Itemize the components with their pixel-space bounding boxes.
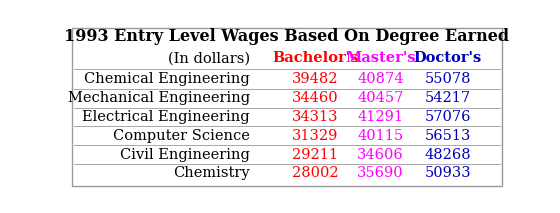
Text: Chemical Engineering: Chemical Engineering bbox=[85, 72, 250, 86]
Text: Computer Science: Computer Science bbox=[113, 129, 250, 143]
Text: 55078: 55078 bbox=[424, 72, 471, 86]
Text: Electrical Engineering: Electrical Engineering bbox=[82, 110, 250, 124]
Text: 40115: 40115 bbox=[357, 129, 403, 143]
Text: 54217: 54217 bbox=[424, 91, 470, 105]
Text: 56513: 56513 bbox=[424, 129, 471, 143]
Text: Master's: Master's bbox=[345, 51, 416, 65]
Text: Bachelor's: Bachelor's bbox=[272, 51, 358, 65]
Text: 39482: 39482 bbox=[292, 72, 338, 86]
Text: Civil Engineering: Civil Engineering bbox=[120, 148, 250, 162]
Text: Doctor's: Doctor's bbox=[413, 51, 482, 65]
Text: 48268: 48268 bbox=[424, 148, 471, 162]
Text: 1993 Entry Level Wages Based On Degree Earned: 1993 Entry Level Wages Based On Degree E… bbox=[64, 28, 510, 45]
Text: 34313: 34313 bbox=[292, 110, 338, 124]
Text: 50933: 50933 bbox=[424, 167, 471, 180]
Text: 40874: 40874 bbox=[357, 72, 404, 86]
Text: Mechanical Engineering: Mechanical Engineering bbox=[68, 91, 250, 105]
Text: 28002: 28002 bbox=[292, 167, 339, 180]
Text: 57076: 57076 bbox=[424, 110, 471, 124]
Text: (In dollars): (In dollars) bbox=[168, 51, 250, 65]
Text: 35690: 35690 bbox=[357, 167, 404, 180]
Text: 34606: 34606 bbox=[357, 148, 404, 162]
Text: 29211: 29211 bbox=[292, 148, 338, 162]
Text: Chemistry: Chemistry bbox=[174, 167, 250, 180]
Text: 40457: 40457 bbox=[357, 91, 404, 105]
Text: 34460: 34460 bbox=[292, 91, 339, 105]
Text: 31329: 31329 bbox=[292, 129, 338, 143]
Text: 41291: 41291 bbox=[357, 110, 403, 124]
